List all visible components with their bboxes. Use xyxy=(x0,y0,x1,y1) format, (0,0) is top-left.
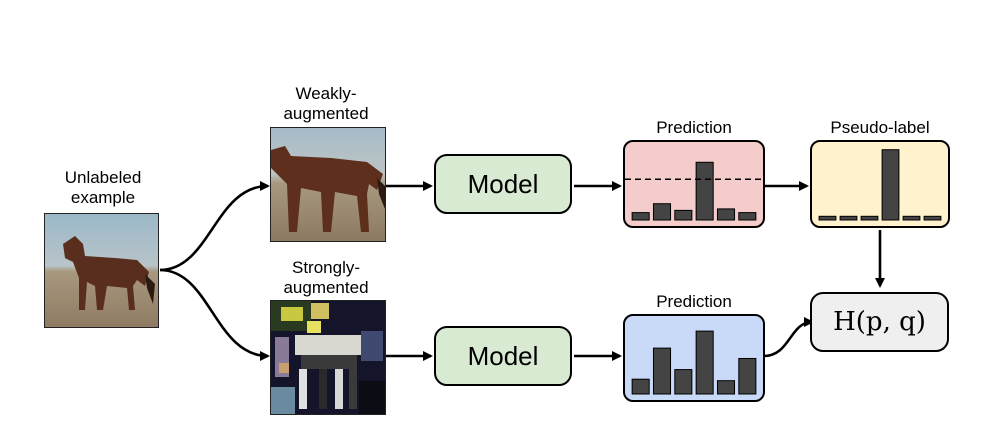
prediction-bottom-bar xyxy=(631,378,650,395)
prediction-bottom-histogram xyxy=(623,314,765,402)
pseudo-label-bar xyxy=(860,215,879,221)
unlabeled-example-label: Unlabeled example xyxy=(64,168,142,207)
prediction-top-histogram xyxy=(623,140,765,228)
pseudo-label-bar xyxy=(902,215,921,221)
unlabeled-horse-image xyxy=(44,213,159,328)
prediction-top-bar xyxy=(716,208,736,221)
strongly-augmented-horse-image xyxy=(270,300,386,415)
strongly-augmented-label: Strongly- augmented xyxy=(283,258,369,297)
cross-entropy-loss-box: H(p, q) xyxy=(810,292,949,352)
branch-arrow-strong xyxy=(159,268,270,361)
prediction-bottom-bar xyxy=(716,380,736,395)
prediction-top-bar xyxy=(631,212,650,221)
prediction-bottom-label: Prediction xyxy=(656,292,732,311)
arrow-prediction-to-loss xyxy=(763,317,814,358)
pseudo-label-bar xyxy=(818,215,837,221)
weakly-augmented-horse-image xyxy=(270,127,386,242)
model-box-bottom: Model xyxy=(434,326,572,386)
prediction-top-bar xyxy=(652,203,672,221)
prediction-bottom-bars xyxy=(631,330,757,395)
pseudo-label-bar xyxy=(923,215,942,221)
cross-entropy-label: H(p, q) xyxy=(833,307,926,337)
pseudo-label-histogram xyxy=(810,140,950,228)
model-label-bottom: Model xyxy=(467,340,539,371)
pseudo-label-bar xyxy=(839,215,858,221)
prediction-top-label: Prediction xyxy=(656,118,732,137)
pseudo-label-bar xyxy=(881,149,900,221)
prediction-bottom-bar xyxy=(695,330,714,395)
prediction-bottom-bar xyxy=(652,347,672,395)
model-label-top: Model xyxy=(467,168,539,199)
pseudo-label-label: Pseudo-label xyxy=(830,118,930,137)
branch-arrow-weak xyxy=(159,181,270,272)
prediction-top-bar xyxy=(695,161,714,221)
pseudo-label-bars xyxy=(818,149,942,221)
prediction-bottom-bar xyxy=(738,357,757,395)
model-box-top: Model xyxy=(434,154,572,214)
weakly-augmented-label: Weakly- augmented xyxy=(283,84,369,123)
prediction-top-bar xyxy=(738,212,757,221)
prediction-top-bars xyxy=(625,161,763,221)
prediction-top-bar xyxy=(674,209,693,221)
prediction-bottom-bar xyxy=(674,369,693,395)
